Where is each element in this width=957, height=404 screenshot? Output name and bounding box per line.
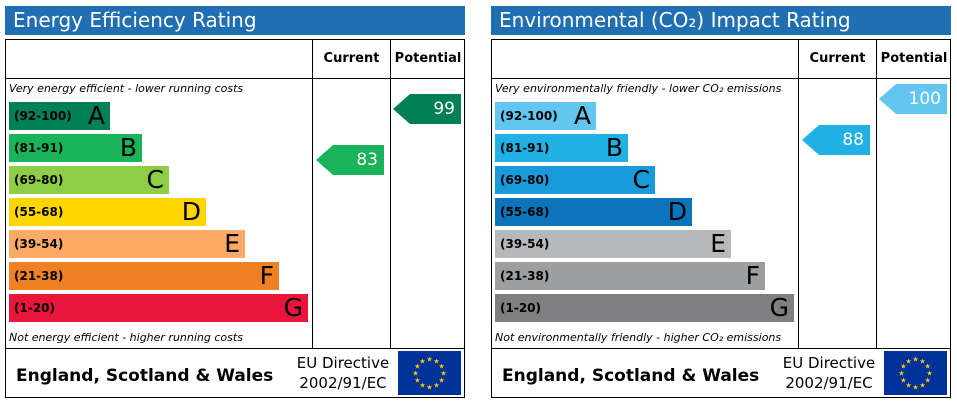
directive-line-1: EU Directive [782, 354, 876, 372]
band-c: (69-80) C [495, 166, 655, 194]
band-range: (55-68) [500, 205, 550, 219]
band-e: (39-54) E [495, 230, 731, 258]
eu-star-icon: ★ [905, 357, 911, 365]
eu-star-icon: ★ [414, 377, 420, 385]
energy-efficiency-panel: Energy Efficiency Rating Current Potenti… [5, 6, 467, 399]
band-d: (55-68) D [495, 198, 692, 226]
eu-star-icon: ★ [433, 357, 439, 365]
eu-star-icon: ★ [412, 370, 418, 378]
eu-directive: EU Directive 2002/91/EC [288, 353, 398, 393]
eu-star-icon: ★ [414, 363, 420, 371]
directive-line-2: 2002/91/EC [299, 374, 387, 392]
eu-star-icon: ★ [924, 363, 930, 371]
eu-star-icon: ★ [919, 382, 925, 390]
region-label: England, Scotland & Wales [16, 366, 274, 386]
eu-star-icon: ★ [900, 363, 906, 371]
band-letter: F [745, 261, 760, 290]
eu-star-icon: ★ [900, 377, 906, 385]
current-rating-value: 88 [842, 130, 864, 150]
potential-rating-value: 100 [908, 89, 941, 109]
potential-rating-arrow: 99 [393, 94, 461, 124]
band-b: (81-91) B [9, 134, 142, 162]
band-letter: B [119, 133, 137, 162]
band-range: (92-100) [500, 109, 558, 123]
current-rating-value: 83 [356, 150, 378, 170]
band-range: (21-38) [14, 269, 64, 283]
band-range: (81-91) [500, 141, 550, 155]
band-letter: A [573, 101, 591, 130]
band-g: (1-20) G [9, 294, 308, 322]
top-note: Very energy efficient - lower running co… [9, 82, 244, 95]
rating-table: Current Potential Very environmentally f… [491, 39, 951, 398]
eu-star-icon: ★ [440, 370, 446, 378]
eu-directive: EU Directive 2002/91/EC [774, 353, 884, 393]
band-range: (69-80) [14, 173, 64, 187]
band-a: (92-100) A [9, 102, 110, 130]
band-range: (55-68) [14, 205, 64, 219]
rating-table: Current Potential Very energy efficient … [5, 39, 465, 398]
eu-star-icon: ★ [438, 363, 444, 371]
eu-star-icon: ★ [926, 370, 932, 378]
band-range: (81-91) [14, 141, 64, 155]
eu-star-icon: ★ [419, 382, 425, 390]
potential-column-header: Potential [880, 51, 948, 66]
band-range: (1-20) [500, 301, 541, 315]
band-g: (1-20) G [495, 294, 794, 322]
top-note: Very environmentally friendly - lower CO… [495, 82, 782, 95]
band-range: (69-80) [500, 173, 550, 187]
eu-star-icon: ★ [905, 382, 911, 390]
potential-column-header: Potential [394, 51, 462, 66]
directive-line-1: EU Directive [296, 354, 390, 372]
bottom-note: Not energy efficient - higher running co… [9, 331, 243, 344]
band-d: (55-68) D [9, 198, 206, 226]
current-rating-arrow: 88 [802, 125, 870, 155]
band-range: (92-100) [14, 109, 72, 123]
eu-star-icon: ★ [426, 356, 432, 364]
band-letter: B [605, 133, 623, 162]
bottom-note: Not environmentally friendly - higher CO… [495, 331, 782, 344]
eu-star-icon: ★ [919, 357, 925, 365]
current-rating-arrow: 83 [316, 145, 384, 175]
eu-star-icon: ★ [438, 377, 444, 385]
panel-title: Environmental (CO₂) Impact Rating [491, 6, 951, 35]
band-letter: D [667, 197, 687, 226]
directive-line-2: 2002/91/EC [785, 374, 873, 392]
band-e: (39-54) E [9, 230, 245, 258]
current-column-header: Current [809, 51, 866, 66]
eu-star-icon: ★ [912, 384, 918, 392]
band-letter: G [769, 293, 789, 322]
eu-flag-icon: ★ ★ ★ ★ ★ ★ ★ ★ ★ ★ ★ ★ [884, 351, 947, 395]
band-range: (39-54) [500, 237, 550, 251]
band-letter: F [259, 261, 274, 290]
eu-star-icon: ★ [426, 384, 432, 392]
current-column-header: Current [323, 51, 380, 66]
region-label: England, Scotland & Wales [502, 366, 760, 386]
band-c: (69-80) C [9, 166, 169, 194]
eu-star-icon: ★ [433, 382, 439, 390]
eu-flag-icon: ★ ★ ★ ★ ★ ★ ★ ★ ★ ★ ★ ★ [398, 351, 461, 395]
eu-star-icon: ★ [924, 377, 930, 385]
environmental-impact-panel: Environmental (CO₂) Impact Rating Curren… [491, 6, 953, 399]
band-b: (81-91) B [495, 134, 628, 162]
band-letter: E [710, 229, 726, 258]
band-letter: D [181, 197, 201, 226]
band-range: (21-38) [500, 269, 550, 283]
band-letter: G [283, 293, 303, 322]
band-letter: C [146, 165, 164, 194]
band-letter: C [632, 165, 650, 194]
potential-rating-arrow: 100 [879, 84, 947, 114]
band-letter: A [87, 101, 105, 130]
band-f: (21-38) F [495, 262, 765, 290]
band-range: (39-54) [14, 237, 64, 251]
band-letter: E [224, 229, 240, 258]
panel-title: Energy Efficiency Rating [5, 6, 465, 35]
band-f: (21-38) F [9, 262, 279, 290]
eu-star-icon: ★ [912, 356, 918, 364]
eu-star-icon: ★ [419, 357, 425, 365]
band-range: (1-20) [14, 301, 55, 315]
eu-star-icon: ★ [898, 370, 904, 378]
band-a: (92-100) A [495, 102, 596, 130]
potential-rating-value: 99 [433, 99, 455, 119]
